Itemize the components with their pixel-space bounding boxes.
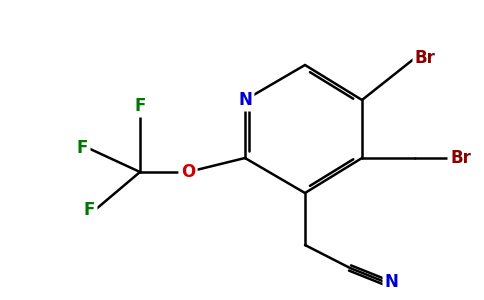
Text: O: O: [181, 163, 195, 181]
Text: N: N: [385, 273, 399, 291]
Text: F: F: [84, 201, 95, 219]
Text: N: N: [238, 91, 252, 109]
Text: Br: Br: [415, 49, 436, 67]
Text: F: F: [135, 97, 146, 115]
Text: Br: Br: [450, 149, 471, 167]
Text: F: F: [76, 139, 88, 157]
